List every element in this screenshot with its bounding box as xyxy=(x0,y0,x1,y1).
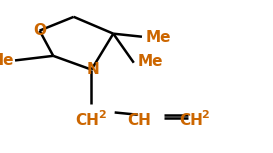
Text: Me: Me xyxy=(0,53,14,68)
Text: Me: Me xyxy=(146,30,171,45)
Text: 2: 2 xyxy=(201,110,209,120)
Text: CH: CH xyxy=(127,113,151,128)
Text: N: N xyxy=(87,62,99,77)
Text: CH: CH xyxy=(75,113,99,128)
Text: 2: 2 xyxy=(98,110,105,120)
Text: Me: Me xyxy=(138,54,163,69)
Text: CH: CH xyxy=(179,113,203,128)
Text: O: O xyxy=(33,23,46,38)
